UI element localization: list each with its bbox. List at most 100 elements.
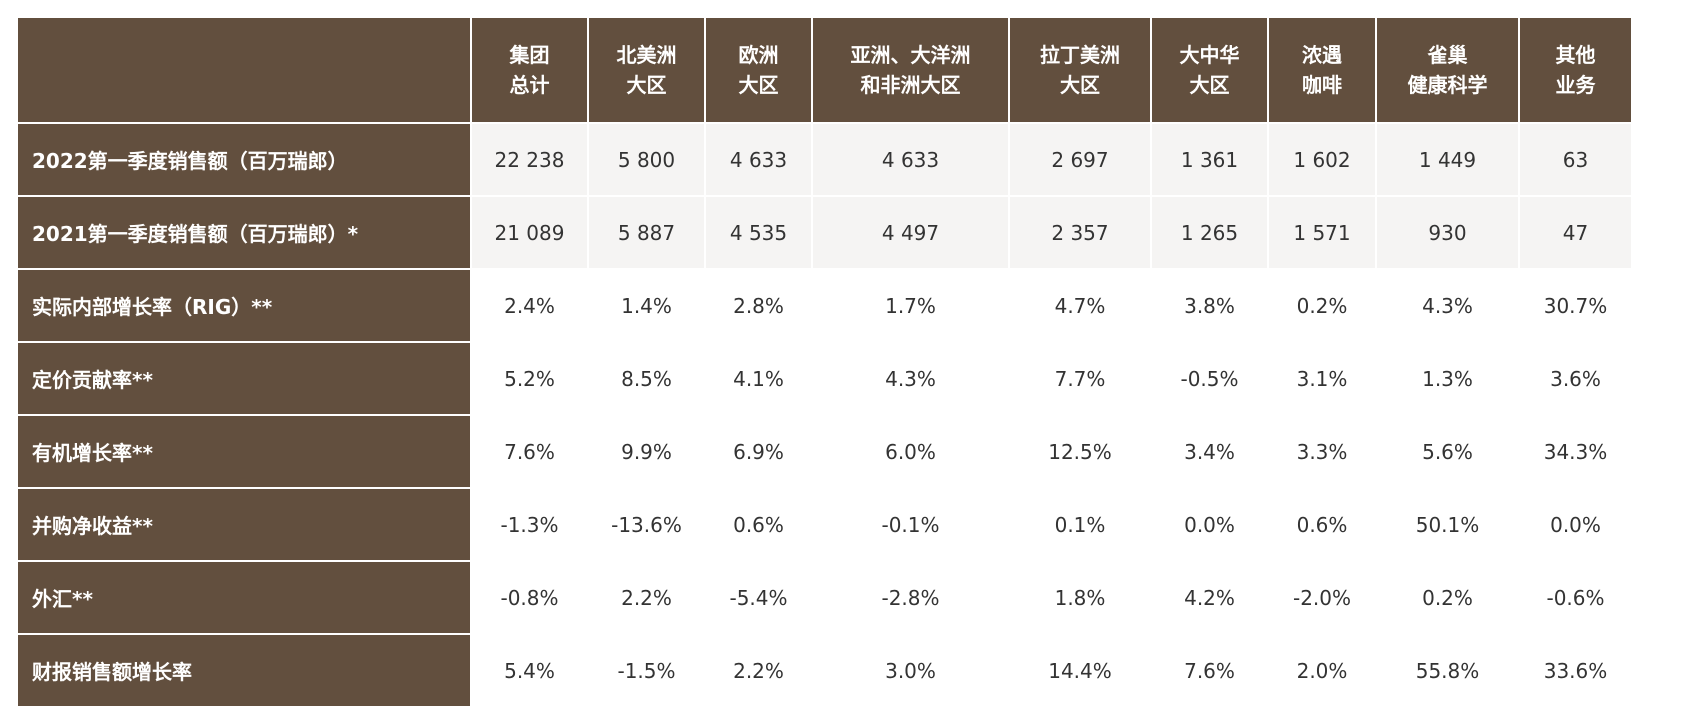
table-row: 定价贡献率** 5.2% 8.5% 4.1% 4.3% 7.7% -0.5% 3.1% 1.3%…: [16, 341, 1633, 416]
row-label: 2021第一季度销售额（百万瑞郎）*: [16, 195, 472, 270]
column-header: 欧洲 大区: [704, 16, 813, 124]
cell: 0.6%: [1267, 487, 1377, 562]
cell: 3.1%: [1267, 341, 1377, 416]
column-header: 集团 总计: [470, 16, 589, 124]
row-label: 实际内部增长率（RIG）**: [16, 268, 472, 343]
cell: 21 089: [470, 195, 589, 270]
cell: 9.9%: [587, 414, 706, 489]
cell: 3.6%: [1518, 341, 1633, 416]
column-header: 浓遇 咖啡: [1267, 16, 1377, 124]
table-row: 2021第一季度销售额（百万瑞郎）* 21 089 5 887 4 535 4 497 2…: [16, 195, 1633, 270]
cell: 6.9%: [704, 414, 813, 489]
cell: 4.3%: [811, 341, 1010, 416]
row-label: 外汇**: [16, 560, 472, 635]
cell: 14.4%: [1008, 633, 1152, 708]
cell: 34.3%: [1518, 414, 1633, 489]
cell: -5.4%: [704, 560, 813, 635]
cell: -2.0%: [1267, 560, 1377, 635]
column-header: 大中华 大区: [1150, 16, 1269, 124]
cell: 8.5%: [587, 341, 706, 416]
cell: -0.6%: [1518, 560, 1633, 635]
row-label: 财报销售额增长率: [16, 633, 472, 708]
cell: 7.6%: [470, 414, 589, 489]
table-row: 外汇** -0.8% 2.2% -5.4% -2.8% 1.8% 4.2% -2.0% 0.2%…: [16, 560, 1633, 635]
cell: 3.8%: [1150, 268, 1269, 343]
cell: 2 697: [1008, 122, 1152, 197]
cell: 2.4%: [470, 268, 589, 343]
table-row: 财报销售额增长率 5.4% -1.5% 2.2% 3.0% 14.4% 7.6% 2.0% 55…: [16, 633, 1633, 708]
cell: 47: [1518, 195, 1633, 270]
row-label: 有机增长率**: [16, 414, 472, 489]
header-row: 集团 总计 北美洲 大区 欧洲 大区 亚洲、大洋洲 和非洲大区 拉丁美洲 大区 大中华 大…: [16, 16, 1633, 124]
table-row: 实际内部增长率（RIG）** 2.4% 1.4% 2.8% 1.7% 4.7% 3.8% 0.…: [16, 268, 1633, 343]
sales-table: 集团 总计 北美洲 大区 欧洲 大区 亚洲、大洋洲 和非洲大区 拉丁美洲 大区 大中华 大…: [16, 16, 1633, 708]
cell: 0.2%: [1267, 268, 1377, 343]
cell: 6.0%: [811, 414, 1010, 489]
cell: 30.7%: [1518, 268, 1633, 343]
cell: 4 633: [704, 122, 813, 197]
cell: -1.3%: [470, 487, 589, 562]
table-row: 有机增长率** 7.6% 9.9% 6.9% 6.0% 12.5% 3.4% 3.3% 5.6%…: [16, 414, 1633, 489]
cell: 2.8%: [704, 268, 813, 343]
column-header: 拉丁美洲 大区: [1008, 16, 1152, 124]
cell: 1 361: [1150, 122, 1269, 197]
cell: -0.5%: [1150, 341, 1269, 416]
table-row: 并购净收益** -1.3% -13.6% 0.6% -0.1% 0.1% 0.0% 0.6% 5…: [16, 487, 1633, 562]
cell: -0.1%: [811, 487, 1010, 562]
cell: 0.1%: [1008, 487, 1152, 562]
cell: 3.3%: [1267, 414, 1377, 489]
cell: -0.8%: [470, 560, 589, 635]
cell: 63: [1518, 122, 1633, 197]
cell: 1 265: [1150, 195, 1269, 270]
cell: -2.8%: [811, 560, 1010, 635]
cell: 7.6%: [1150, 633, 1269, 708]
cell: 4.2%: [1150, 560, 1269, 635]
row-label: 2022第一季度销售额（百万瑞郎）: [16, 122, 472, 197]
cell: 50.1%: [1375, 487, 1520, 562]
cell: 0.0%: [1150, 487, 1269, 562]
cell: 4 497: [811, 195, 1010, 270]
column-header: 雀巢 健康科学: [1375, 16, 1520, 124]
cell: 4.1%: [704, 341, 813, 416]
cell: 5 800: [587, 122, 706, 197]
cell: 930: [1375, 195, 1520, 270]
cell: 1.4%: [587, 268, 706, 343]
cell: 1.8%: [1008, 560, 1152, 635]
cell: 1.7%: [811, 268, 1010, 343]
cell: 2 357: [1008, 195, 1152, 270]
table-body: 2022第一季度销售额（百万瑞郎） 22 238 5 800 4 633 4 633 2 …: [16, 122, 1633, 708]
cell: 4 633: [811, 122, 1010, 197]
cell: 4.7%: [1008, 268, 1152, 343]
table-row: 2022第一季度销售额（百万瑞郎） 22 238 5 800 4 633 4 633 2 …: [16, 122, 1633, 197]
column-header: 其他 业务: [1518, 16, 1633, 124]
cell: 4.3%: [1375, 268, 1520, 343]
cell: 2.0%: [1267, 633, 1377, 708]
cell: 1 602: [1267, 122, 1377, 197]
cell: 3.4%: [1150, 414, 1269, 489]
cell: 1 571: [1267, 195, 1377, 270]
cell: 2.2%: [587, 560, 706, 635]
cell: 2.2%: [704, 633, 813, 708]
cell: 33.6%: [1518, 633, 1633, 708]
column-header: 北美洲 大区: [587, 16, 706, 124]
cell: -13.6%: [587, 487, 706, 562]
cell: 7.7%: [1008, 341, 1152, 416]
column-header: [16, 16, 472, 124]
cell: 55.8%: [1375, 633, 1520, 708]
cell: -1.5%: [587, 633, 706, 708]
cell: 5 887: [587, 195, 706, 270]
row-label: 定价贡献率**: [16, 341, 472, 416]
cell: 5.2%: [470, 341, 589, 416]
row-label: 并购净收益**: [16, 487, 472, 562]
cell: 12.5%: [1008, 414, 1152, 489]
cell: 0.6%: [704, 487, 813, 562]
cell: 0.2%: [1375, 560, 1520, 635]
cell: 5.6%: [1375, 414, 1520, 489]
cell: 1.3%: [1375, 341, 1520, 416]
cell: 22 238: [470, 122, 589, 197]
cell: 1 449: [1375, 122, 1520, 197]
column-header: 亚洲、大洋洲 和非洲大区: [811, 16, 1010, 124]
cell: 3.0%: [811, 633, 1010, 708]
cell: 5.4%: [470, 633, 589, 708]
